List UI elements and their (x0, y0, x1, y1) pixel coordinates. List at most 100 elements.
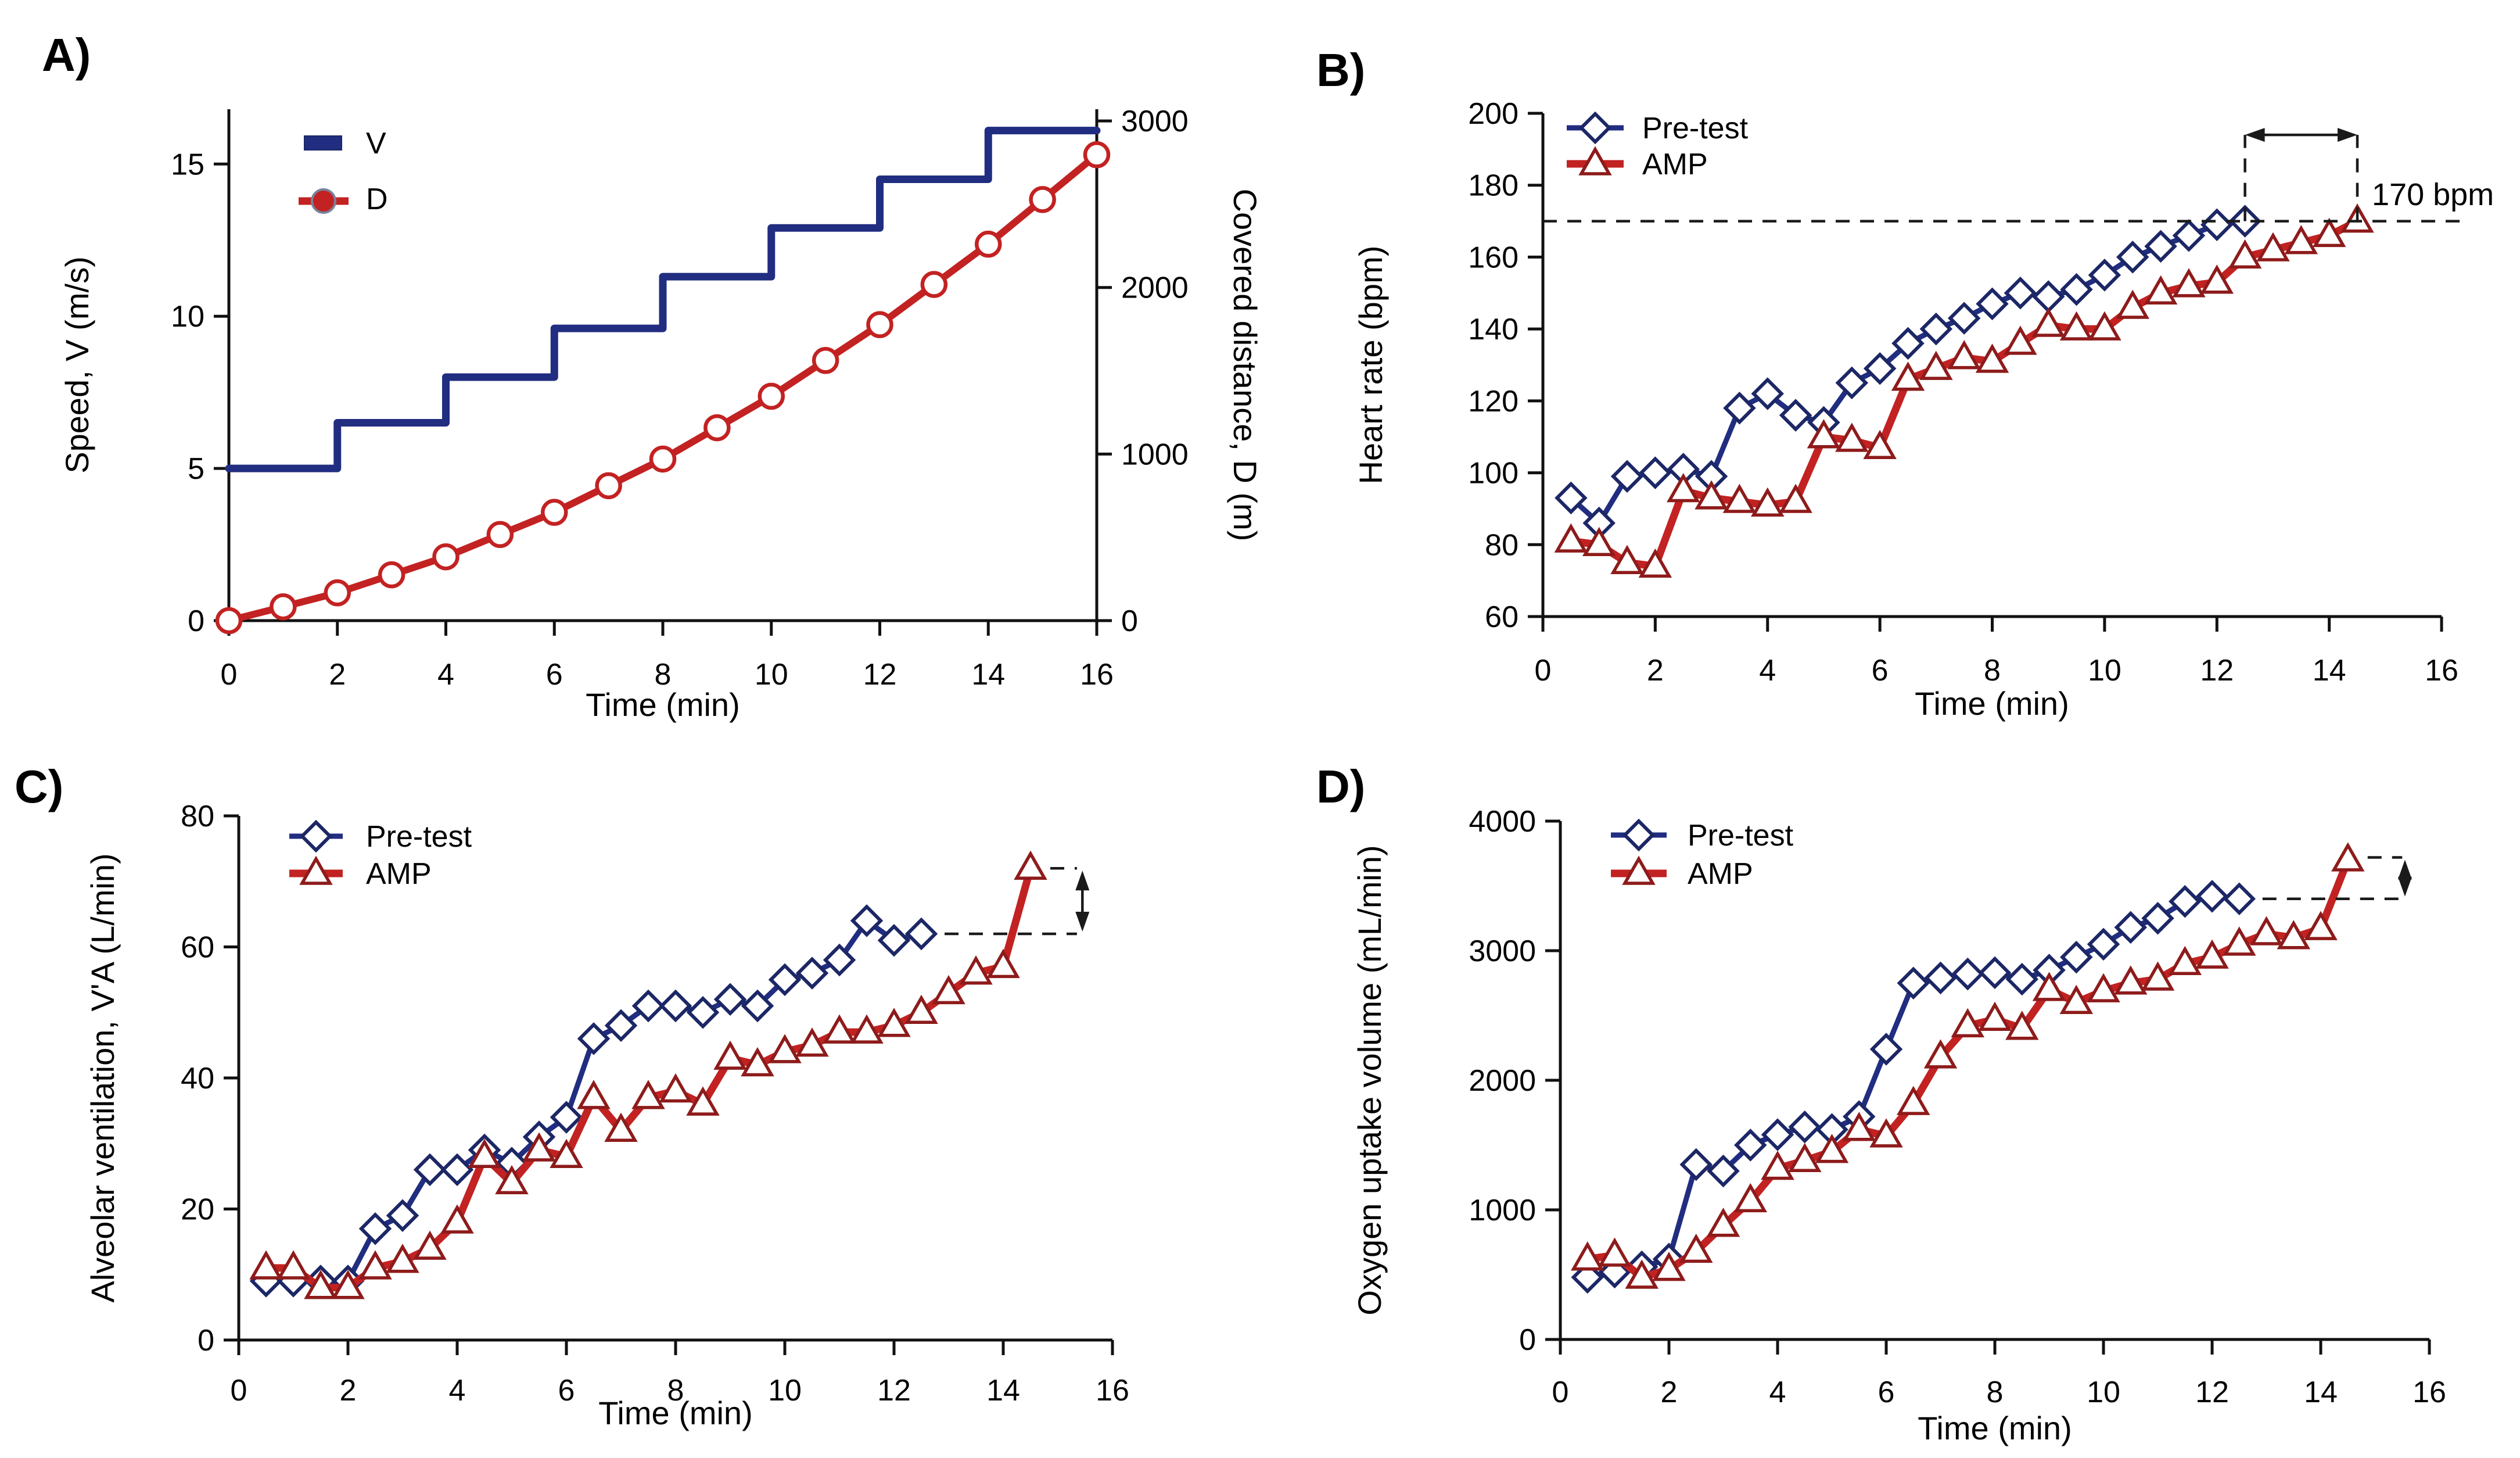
svg-text:0: 0 (188, 604, 204, 638)
threshold-label: 170 bpm (2372, 177, 2494, 212)
panel-a-y-left-axis-title: Speed, V (m/s) (59, 256, 95, 473)
svg-text:0: 0 (198, 1324, 214, 1357)
panel-d-x-axis-title: Time (min) (1918, 1410, 2072, 1446)
legend-label-pretest: Pre-test (1688, 819, 1794, 852)
svg-text:14: 14 (2313, 654, 2346, 687)
svg-text:0: 0 (1535, 654, 1552, 687)
svg-text:3000: 3000 (1121, 105, 1189, 138)
svg-text:12: 12 (863, 658, 897, 692)
svg-text:1000: 1000 (1469, 1194, 1536, 1227)
series-pretest (249, 904, 938, 1298)
svg-text:10: 10 (768, 1374, 802, 1407)
svg-text:10: 10 (171, 300, 204, 334)
svg-text:200: 200 (1468, 97, 1519, 131)
series-pretest (1555, 205, 2261, 540)
panel-d: 0 2 4 6 8 10 12 14 16 0 1000 2000 3000 4000 D) Time (… (1316, 761, 2446, 1446)
svg-text:10: 10 (2088, 654, 2121, 687)
svg-text:40: 40 (181, 1062, 214, 1095)
svg-text:8: 8 (655, 658, 672, 692)
legend-markers (1567, 111, 1624, 175)
svg-text:160: 160 (1468, 241, 1519, 274)
axes: 0 2 4 6 8 10 12 14 16 0 1000 2000 3000 4000 (1469, 805, 2446, 1409)
svg-text:8: 8 (1987, 1375, 2004, 1409)
svg-text:0: 0 (231, 1374, 247, 1407)
svg-text:4: 4 (1759, 654, 1776, 687)
svg-text:12: 12 (877, 1374, 911, 1407)
svg-text:0: 0 (1519, 1323, 1536, 1357)
svg-text:20: 20 (181, 1193, 214, 1227)
svg-text:100: 100 (1468, 457, 1519, 490)
series-distance (215, 141, 1111, 635)
svg-text:6: 6 (1878, 1375, 1895, 1409)
legend-label-amp: AMP (366, 857, 432, 891)
svg-text:2000: 2000 (1469, 1064, 1536, 1098)
svg-text:15: 15 (171, 148, 204, 181)
svg-text:2: 2 (329, 658, 346, 692)
legend-markers (289, 819, 343, 885)
legend-label-d: D (366, 182, 388, 216)
axes: 0 2 4 6 8 10 12 14 16 60 80 100 120 140 160 180 200 (1468, 97, 2458, 687)
legend-label-amp: AMP (1688, 857, 1753, 891)
svg-text:2000: 2000 (1121, 271, 1189, 305)
svg-text:60: 60 (1485, 600, 1519, 634)
svg-text:14: 14 (2304, 1375, 2338, 1409)
legend-label-amp: AMP (1642, 148, 1708, 181)
panel-d-plot: 0 2 4 6 8 10 12 14 16 0 1000 2000 3000 4000 (1469, 805, 2446, 1409)
annotation (2262, 856, 2412, 901)
svg-text:16: 16 (2425, 654, 2458, 687)
panel-c-x-axis-title: Time (min) (598, 1395, 752, 1431)
svg-text:0: 0 (221, 658, 238, 692)
svg-text:80: 80 (1485, 528, 1519, 562)
svg-text:4: 4 (437, 658, 454, 692)
svg-text:8: 8 (1984, 654, 2001, 687)
svg-text:3000: 3000 (1469, 934, 1536, 968)
panel-b-plot: 0 2 4 6 8 10 12 14 16 60 80 100 120 140 160 180 200 (1468, 97, 2465, 687)
panel-b-y-axis-title: Heart rate (bpm) (1352, 246, 1389, 485)
svg-text:16: 16 (1096, 1374, 1129, 1407)
svg-text:12: 12 (2200, 654, 2234, 687)
svg-text:120: 120 (1468, 385, 1519, 418)
panel-c: 0 2 4 6 8 10 12 14 16 0 20 40 60 80 C) Time (min) Alv… (15, 761, 1129, 1431)
legend-label-v: V (366, 127, 386, 160)
panel-a-x-axis-title: Time (min) (586, 686, 740, 723)
svg-text:2: 2 (1661, 1375, 1678, 1409)
svg-text:8: 8 (667, 1374, 684, 1407)
panel-b-letter: B) (1316, 44, 1365, 96)
svg-text:80: 80 (181, 800, 214, 833)
series-speed-step (225, 127, 1101, 472)
legend-label-pretest: Pre-test (366, 820, 472, 854)
svg-text:6: 6 (1872, 654, 1889, 687)
panel-c-plot: 0 2 4 6 8 10 12 14 16 0 20 40 60 80 (181, 800, 1129, 1407)
panel-a-letter: A) (42, 29, 91, 81)
svg-text:4: 4 (449, 1374, 466, 1407)
svg-text:180: 180 (1468, 169, 1519, 203)
svg-text:6: 6 (546, 658, 563, 692)
svg-text:2: 2 (1647, 654, 1664, 687)
annotation (945, 866, 1090, 936)
axes: 0 2 4 6 8 10 12 14 16 0 20 40 60 80 (181, 800, 1129, 1407)
svg-text:2: 2 (340, 1374, 357, 1407)
svg-text:16: 16 (2413, 1375, 2446, 1409)
panel-c-y-axis-title: Alveolar ventilation, V'A (L/min) (84, 853, 121, 1302)
svg-text:1000: 1000 (1121, 438, 1189, 471)
annotation (1543, 128, 2465, 223)
panel-c-letter: C) (15, 761, 63, 812)
svg-text:10: 10 (2087, 1375, 2120, 1409)
panel-a-y-right-axis-title: Covered distance, D (m) (1227, 189, 1263, 542)
svg-text:0: 0 (1121, 604, 1138, 638)
svg-text:6: 6 (558, 1374, 575, 1407)
legend-markers (1611, 818, 1667, 885)
legend-label-pretest: Pre-test (1642, 112, 1749, 145)
panel-b: 0 2 4 6 8 10 12 14 16 60 80 100 120 140 160 180 200 B) T… (1316, 44, 2494, 722)
svg-text:10: 10 (755, 658, 788, 692)
svg-text:14: 14 (971, 658, 1005, 692)
svg-text:14: 14 (986, 1374, 1020, 1407)
legend-markers (299, 135, 349, 214)
svg-text:0: 0 (1552, 1375, 1569, 1409)
svg-text:16: 16 (1080, 658, 1114, 692)
svg-text:4: 4 (1769, 1375, 1786, 1409)
series-amp (1554, 203, 2374, 578)
